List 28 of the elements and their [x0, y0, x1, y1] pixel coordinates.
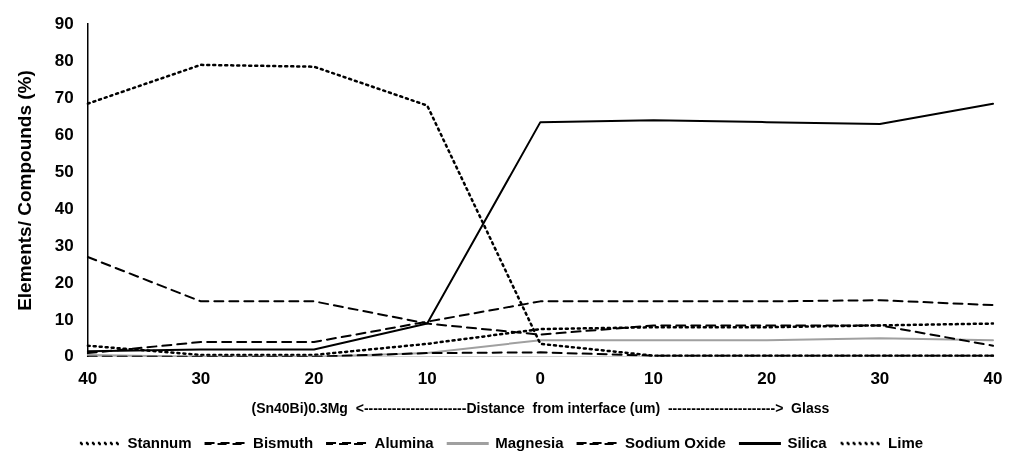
x-tick-label: 30 — [191, 368, 211, 388]
legend-label: Stannum — [127, 433, 192, 451]
y-tick-label: 40 — [54, 198, 74, 218]
y-tick-label: 30 — [54, 235, 74, 255]
x-tick-label: 10 — [417, 368, 437, 388]
x-tick-label: 30 — [870, 368, 890, 388]
legend-label: Sodium Oxide — [625, 433, 726, 451]
x-tick-label: 0 — [535, 368, 546, 388]
legend-label: Silica — [787, 433, 828, 451]
x-tick-label: 40 — [983, 368, 1003, 388]
legend-label: Magnesia — [495, 433, 565, 451]
y-tick-label: 50 — [54, 161, 74, 181]
legend-label: Bismuth — [253, 433, 314, 451]
x-tick-label: 20 — [757, 368, 777, 388]
x-axis-title: (Sn40Bi)0.3Mg <----------------------Distance from interface (um) -----------------------> Glass — [251, 400, 830, 417]
x-tick-label: 20 — [304, 368, 324, 388]
legend-label: Lime — [888, 433, 924, 451]
y-axis-title: Elements/ Compounds (%) — [13, 70, 35, 311]
y-tick-label: 10 — [54, 309, 74, 329]
y-tick-label: 60 — [54, 124, 74, 144]
y-tick-label: 20 — [54, 272, 74, 292]
x-tick-label: 40 — [78, 368, 98, 388]
x-tick-label: 10 — [644, 368, 663, 388]
y-tick-label: 70 — [54, 87, 74, 107]
y-tick-label: 90 — [54, 13, 74, 33]
y-tick-label: 0 — [64, 346, 74, 366]
legend-label: Alumina — [374, 433, 435, 451]
y-tick-label: 80 — [54, 50, 74, 70]
